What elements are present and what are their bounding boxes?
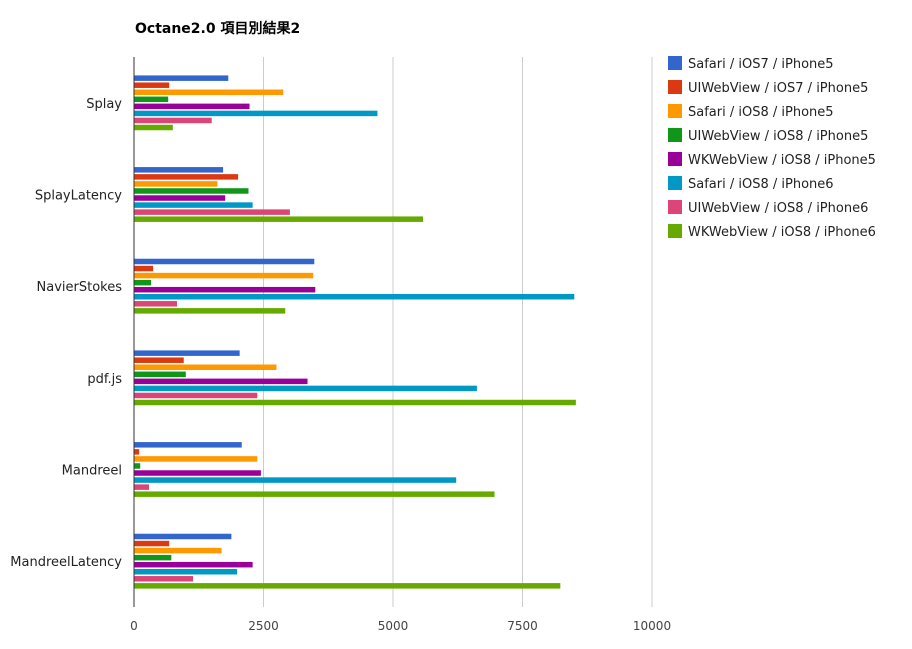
bar	[134, 124, 173, 131]
bar	[134, 350, 240, 356]
bar	[134, 583, 561, 589]
bar	[134, 195, 226, 201]
legend-swatch	[668, 80, 682, 94]
legend-swatch	[668, 176, 682, 190]
bar	[134, 96, 169, 103]
bar	[134, 484, 150, 490]
x-tick-label: 2500	[248, 619, 279, 633]
bar	[134, 89, 284, 96]
category-label: MandreelLatency	[10, 555, 122, 570]
bar	[134, 547, 222, 554]
chart-title: Octane2.0 項目別結果2	[135, 21, 301, 37]
bar	[134, 399, 576, 406]
bar	[134, 293, 575, 300]
bar	[134, 371, 186, 378]
bar	[134, 463, 141, 469]
x-tick-label: 0	[130, 619, 138, 633]
bar	[134, 265, 154, 272]
x-tick-label: 7500	[507, 619, 538, 633]
legend: Safari / iOS7 / iPhone5 UIWebView / iOS7 …	[668, 56, 876, 240]
bar	[134, 392, 258, 399]
category-label: Splay	[86, 97, 122, 112]
legend-label: Safari / iOS7 / iPhone5	[688, 57, 834, 72]
legend-label: UIWebView / iOS8 / iPhone5	[688, 129, 868, 144]
category-label: SplayLatency	[35, 189, 122, 204]
bar	[134, 188, 249, 194]
bar	[134, 470, 261, 476]
bar	[134, 561, 253, 568]
legend-swatch	[668, 224, 682, 238]
legend-swatch	[668, 200, 682, 214]
bar	[134, 491, 495, 497]
bar	[134, 110, 378, 117]
bar	[134, 279, 152, 286]
legend-label: Safari / iOS8 / iPhone6	[688, 177, 834, 192]
bar	[134, 357, 184, 363]
legend-label: WKWebView / iOS8 / iPhone5	[688, 153, 876, 168]
bar	[134, 258, 315, 265]
legend-label: Safari / iOS8 / iPhone5	[688, 105, 834, 120]
grid-lines	[263, 57, 653, 607]
bar	[134, 272, 314, 279]
bar	[134, 301, 177, 307]
bar	[134, 202, 253, 208]
bar	[134, 449, 140, 455]
bar	[134, 540, 170, 547]
bar	[134, 533, 232, 540]
legend-label: WKWebView / iOS8 / iPhone6	[688, 225, 876, 240]
category-label: pdf.js	[87, 372, 122, 387]
bar	[134, 456, 258, 462]
category-label: Mandreel	[62, 464, 122, 479]
bar	[134, 364, 277, 371]
x-tick-labels: 0 2500 5000 7500 10000	[130, 619, 671, 633]
bar	[134, 216, 424, 222]
bar	[134, 167, 224, 173]
bar	[134, 385, 477, 392]
bar	[134, 286, 316, 293]
legend-swatch	[668, 56, 682, 70]
bar	[134, 117, 212, 124]
bar	[134, 181, 218, 187]
legend-swatch	[668, 152, 682, 166]
category-label: NavierStokes	[37, 280, 123, 295]
bar	[134, 568, 238, 575]
category-labels: Splay SplayLatency NavierStokes pdf.js Mandr…	[10, 97, 122, 570]
bar	[134, 174, 239, 180]
bar	[134, 82, 170, 88]
bar	[134, 554, 172, 561]
bar	[134, 75, 229, 81]
bar	[134, 477, 457, 483]
legend-label: UIWebView / iOS8 / iPhone6	[688, 201, 868, 216]
bar	[134, 576, 194, 582]
bar	[134, 378, 308, 385]
legend-swatch	[668, 104, 682, 118]
legend-swatch	[668, 128, 682, 142]
bars	[134, 75, 576, 589]
x-tick-label: 5000	[378, 619, 409, 633]
legend-label: UIWebView / iOS7 / iPhone5	[688, 81, 868, 96]
bar	[134, 209, 290, 215]
bar	[134, 103, 250, 110]
x-tick-label: 10000	[633, 619, 671, 633]
bar	[134, 442, 242, 448]
bar	[134, 308, 286, 314]
